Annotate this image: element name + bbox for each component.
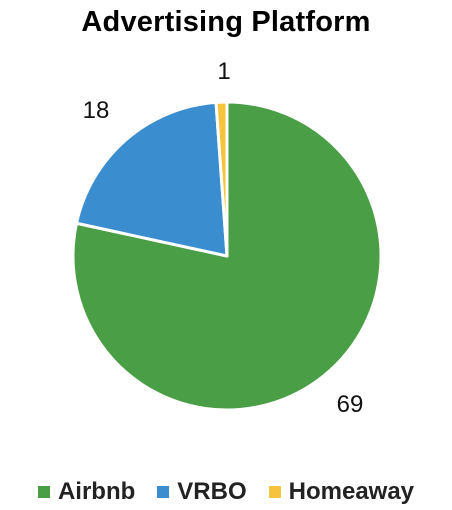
legend-item-airbnb: Airbnb	[37, 478, 136, 506]
data-label-airbnb: 69	[337, 391, 364, 418]
pie-slice-homeaway	[214, 100, 229, 258]
legend-swatch-vrbo	[157, 486, 170, 498]
data-label-homeaway: 1	[217, 58, 230, 85]
legend-label-vrbo: VRBO	[177, 478, 247, 505]
pie-slice-vrbo	[75, 100, 229, 258]
legend-label-homeaway: Homeaway	[288, 478, 415, 505]
legend-label-airbnb: Airbnb	[57, 478, 136, 505]
legend-item-homeaway: Homeaway	[268, 478, 415, 506]
chart-title: Advertising Platform	[81, 6, 371, 38]
pie-slices	[71, 100, 383, 412]
legend-item-vrbo: VRBO	[157, 478, 247, 506]
pie-slice-airbnb	[71, 100, 383, 412]
legend-swatch-airbnb	[37, 486, 50, 498]
chart-legend: Airbnb VRBO Homeaway	[0, 478, 452, 506]
data-label-vrbo: 18	[83, 97, 110, 124]
legend-swatch-homeaway	[268, 486, 281, 498]
pie-data-labels: 69 18 1	[83, 58, 364, 418]
pie-chart: 69 18 1	[71, 58, 383, 418]
